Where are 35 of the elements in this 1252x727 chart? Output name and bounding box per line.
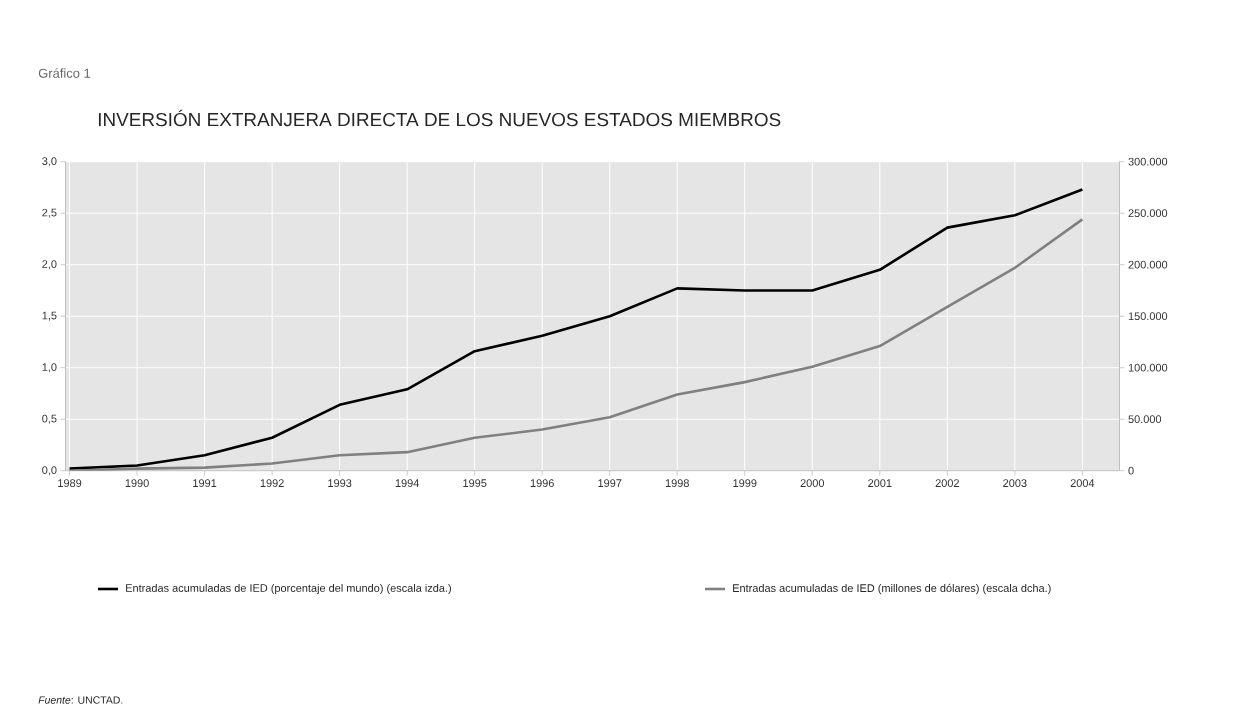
chart-title: INVERSIÓN EXTRANJERA DIRECTA DE LOS NUEVOS ESTADOS MIEMBROS	[98, 109, 781, 127]
text: Fuente: UNCTAD.	[38, 696, 123, 704]
y-tick-label: 0,5	[42, 414, 57, 424]
x-tick-label: 2004	[1070, 479, 1095, 487]
y2-tick-label: 100.000	[1128, 363, 1168, 372]
y-tick-label: 2,5	[42, 208, 57, 218]
y-tick-label: 1,5	[42, 311, 57, 321]
x-tick-label: 1995	[463, 479, 487, 487]
y2-tick-label: 50.000	[1128, 415, 1162, 424]
y2-tick-label: 300.000	[1128, 157, 1168, 166]
x-tick-label: 2000	[800, 479, 825, 487]
x-tick-label: 2002	[935, 479, 959, 487]
text: Gráfico 1	[38, 68, 91, 78]
legend-label: Entradas acumuladas de IED (porcentaje del mundo) (escala izda.)	[126, 583, 451, 595]
x-tick-label: 1993	[328, 479, 352, 487]
y2-tick-label: 0	[1128, 466, 1134, 475]
x-tick-label: 1992	[260, 479, 284, 487]
y-tick-label: 0,0	[42, 466, 57, 476]
legend-label: Entradas acumuladas de IED (millones de dólares) (escala dcha.)	[733, 583, 1051, 595]
x-tick-label: 2001	[868, 479, 892, 487]
y2-tick-label: 200.000	[1128, 260, 1168, 269]
x-tick-label: 1999	[733, 479, 757, 487]
x-tick-label: 2003	[1003, 479, 1027, 487]
y2-tick-label: 250.000	[1128, 209, 1168, 218]
y-tick-label: 2,0	[42, 260, 57, 270]
x-tick-label: 1991	[193, 479, 217, 487]
x-tick-label: 1994	[395, 479, 420, 487]
y-tick-label: 1,0	[42, 363, 57, 373]
x-tick-label: 1990	[125, 479, 149, 487]
x-tick-label: 1998	[665, 479, 689, 487]
x-tick-label: 1989	[58, 479, 82, 487]
x-tick-label: 1997	[598, 479, 622, 487]
y2-tick-label: 150.000	[1128, 312, 1168, 321]
x-tick-label: 1996	[530, 479, 554, 487]
y-tick-label: 3,0	[42, 157, 57, 167]
